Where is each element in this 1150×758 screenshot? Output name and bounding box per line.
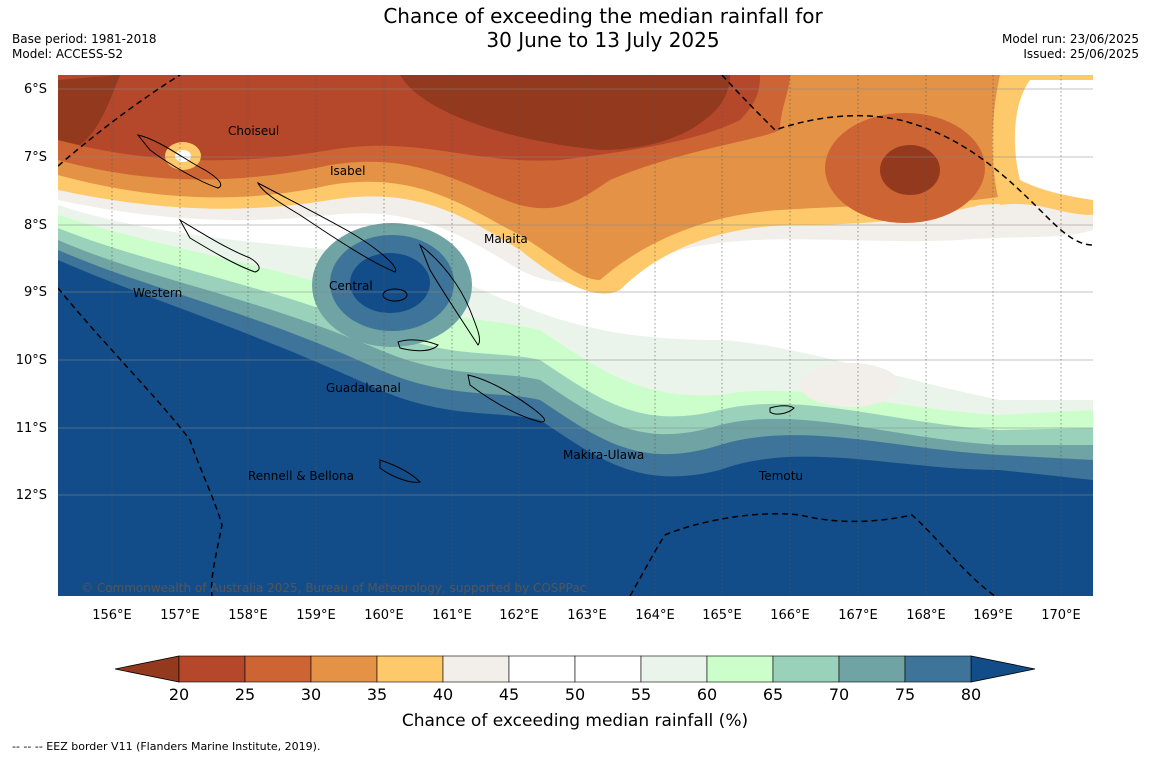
lon-label: 158°E: [228, 608, 268, 623]
colorbar-tick-label: 50: [565, 685, 585, 704]
central-island-small: [382, 288, 408, 302]
colorbar: 20 25 30 35 40 45 50 55 60 65 70 75 80 Chance of exc…: [114, 655, 1036, 731]
region-label-isabel: Isabel: [330, 164, 365, 178]
latitude-labels: 6°S 7°S 8°S 9°S 10°S 11°S 12°S: [16, 82, 47, 503]
colorbar-segment: [244, 655, 312, 683]
lon-label: 165°E: [702, 608, 742, 623]
colorbar-tick-label: 40: [433, 685, 453, 704]
rennell-island: [379, 459, 422, 483]
colorbar-segment: [310, 655, 378, 683]
lon-label: 164°E: [635, 608, 675, 623]
colorbar-tick-label: 30: [301, 685, 321, 704]
lat-label: 9°S: [24, 285, 47, 300]
eez-border: [58, 75, 1093, 596]
colorbar-segment: [442, 655, 510, 683]
contour-20-east: [880, 145, 940, 195]
colorbar-title: Chance of exceeding median rainfall (%): [402, 711, 748, 731]
colorbar-segment: [574, 655, 642, 683]
longitude-labels: 156°E 157°E 158°E 159°E 160°E 161°E 162°…: [92, 608, 1081, 623]
lon-label: 169°E: [973, 608, 1013, 623]
title-line-2: 30 June to 13 July 2025: [486, 28, 720, 52]
lon-label: 167°E: [838, 608, 878, 623]
region-label-guadalcanal: Guadalcanal: [326, 381, 401, 395]
copyright-notice: © Commonwealth of Australia 2025, Bureau…: [81, 581, 586, 595]
colorbar-segment: [838, 655, 906, 683]
lon-label: 168°E: [906, 608, 946, 623]
meta-left: Base period: 1981-2018 Model: ACCESS-S2: [12, 32, 157, 62]
choiseul-hole-50: [175, 150, 191, 162]
colorbar-tick-label: 75: [895, 685, 915, 704]
malaita-island: [418, 243, 481, 346]
temotu-island: [769, 405, 795, 415]
region-label-rennell-bellona: Rennell & Bellona: [248, 469, 354, 483]
island-outlines: [136, 134, 795, 483]
colorbar-tick-label: 65: [763, 685, 783, 704]
lat-label: 11°S: [16, 421, 47, 436]
western-island: [178, 218, 260, 273]
colorbar-segment: [178, 655, 246, 683]
region-label-malaita: Malaita: [484, 232, 528, 246]
eez-footnote: -- -- -- EEZ border V11 (Flanders Marine…: [12, 740, 321, 753]
lat-label: 12°S: [16, 488, 47, 503]
region-label-temotu: Temotu: [758, 469, 803, 483]
lon-label: 166°E: [770, 608, 810, 623]
meta-right: Model run: 23/06/2025 Issued: 25/06/2025: [1002, 32, 1139, 62]
region-labels: Choiseul Isabel Malaita Central Western …: [133, 124, 803, 483]
colorbar-segment: [904, 655, 972, 683]
lon-label: 163°E: [567, 608, 607, 623]
colorbar-tick-label: 80: [961, 685, 981, 704]
isabel-island: [256, 181, 397, 273]
colorbar-tick-label: 45: [499, 685, 519, 704]
contour-50-ne: [1014, 80, 1093, 200]
contour-20: [400, 75, 730, 150]
contour-20-west: [58, 75, 120, 145]
colorbar-segment: [508, 655, 576, 683]
region-label-central: Central: [329, 279, 373, 293]
lon-label: 159°E: [296, 608, 336, 623]
region-label-makira-ulawa: Makira-Ulawa: [563, 448, 644, 462]
lon-label: 162°E: [499, 608, 539, 623]
central-blob-80: [350, 253, 430, 313]
colorbar-segment: [640, 655, 708, 683]
colorbar-tick-label: 55: [631, 685, 651, 704]
colorbar-tick-label: 60: [697, 685, 717, 704]
colorbar-extend-high: [970, 655, 1036, 683]
title-line-1: Chance of exceeding the median rainfall …: [383, 4, 823, 28]
issued-date: Issued: 25/06/2025: [1023, 47, 1139, 61]
colorbar-tick-label: 35: [367, 685, 387, 704]
lon-label: 156°E: [92, 608, 132, 623]
contour-fill: [58, 75, 1093, 596]
lon-label: 161°E: [432, 608, 472, 623]
lat-label: 8°S: [24, 218, 47, 233]
model-run: Model run: 23/06/2025: [1001, 32, 1139, 46]
lat-label: 6°S: [24, 82, 47, 97]
colorbar-tick-label: 20: [169, 685, 189, 704]
colorbar-segment: [706, 655, 774, 683]
base-period: Base period: 1981-2018: [12, 32, 157, 46]
colorbar-extend-low: [114, 655, 180, 683]
colorbar-tick-label: 25: [235, 685, 255, 704]
central-island: [397, 339, 439, 352]
colorbar-segment: [772, 655, 840, 683]
region-label-choiseul: Choiseul: [228, 124, 279, 138]
choiseul-island: [136, 134, 222, 189]
lon-label: 160°E: [364, 608, 404, 623]
lat-label: 7°S: [24, 150, 47, 165]
chart-title: Chance of exceeding the median rainfall …: [0, 4, 1150, 52]
colorbar-tick-label: 70: [829, 685, 849, 704]
guadalcanal-island: [467, 374, 546, 423]
lon-label: 157°E: [160, 608, 200, 623]
gridlines: [111, 75, 1062, 596]
lon-label: 170°E: [1041, 608, 1081, 623]
model-name: Model: ACCESS-S2: [12, 47, 124, 61]
lat-label: 10°S: [16, 353, 47, 368]
contour-45-patch: [800, 363, 900, 407]
lat-gridlines: [58, 88, 1093, 496]
region-label-western: Western: [133, 286, 182, 300]
colorbar-segment: [376, 655, 444, 683]
